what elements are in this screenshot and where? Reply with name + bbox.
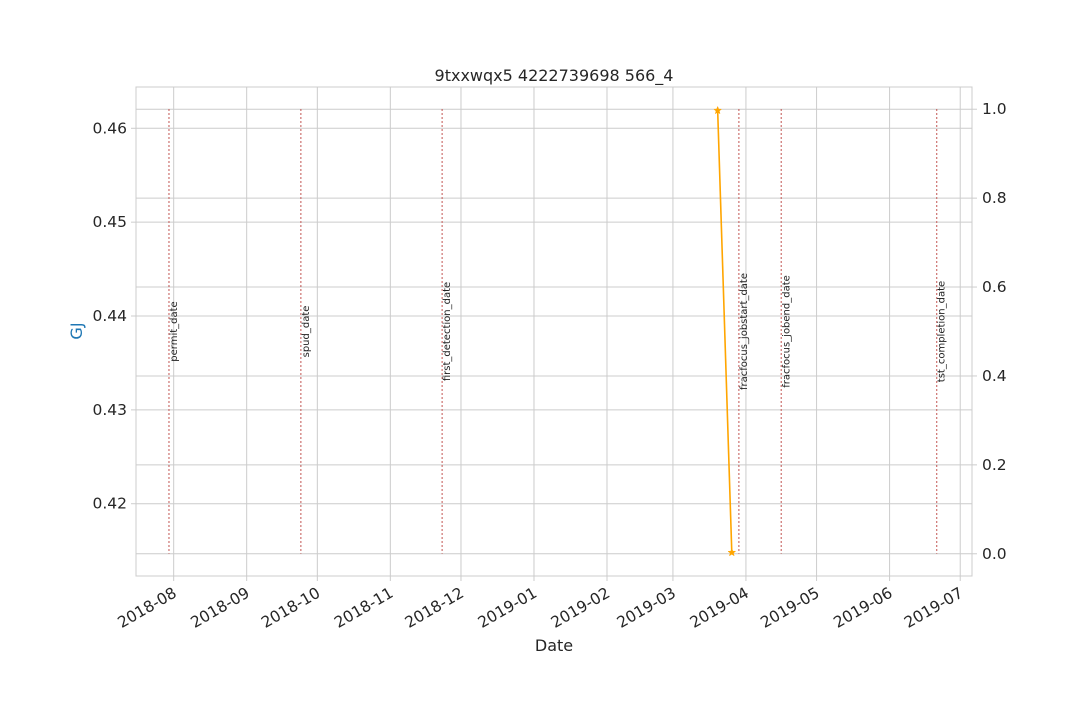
y-left-tick-label: 0.44 xyxy=(92,307,127,325)
event-line-label: fracfocus_jobend_date xyxy=(781,275,792,388)
y-right-tick-label: 0.2 xyxy=(982,456,1007,474)
event-line-label: first_detection_date xyxy=(442,282,453,381)
y-right-tick-label: 0.4 xyxy=(982,367,1007,385)
plot-frame xyxy=(135,86,973,577)
y-right-tick-label: 1.0 xyxy=(982,100,1007,118)
series-line xyxy=(716,110,733,553)
y-left-tick-label: 0.46 xyxy=(92,119,127,137)
x-axis-label: Date xyxy=(535,636,573,655)
y-left-tick-label: 0.43 xyxy=(92,401,127,419)
y-right-tick-label: 0.8 xyxy=(982,189,1007,207)
y-right-tick-label: 0.6 xyxy=(982,278,1007,296)
data-point-star xyxy=(713,105,723,115)
chart-title: 9txxwqx5 4222739698 566_4 xyxy=(435,66,674,86)
y-left-tick-label: 0.45 xyxy=(92,213,127,231)
y-left-tick-label: 0.42 xyxy=(92,495,127,513)
event-line-label: permit_date xyxy=(169,301,180,361)
y-axis-label: GJ xyxy=(67,322,86,339)
event-line-label: spud_date xyxy=(301,306,312,358)
event-line-label: tst_completion_date xyxy=(937,281,948,382)
data-point-star xyxy=(727,547,737,557)
event-line-label: fracfocus_jobstart_date xyxy=(739,273,750,390)
y-right-tick-label: 0.0 xyxy=(982,545,1007,563)
